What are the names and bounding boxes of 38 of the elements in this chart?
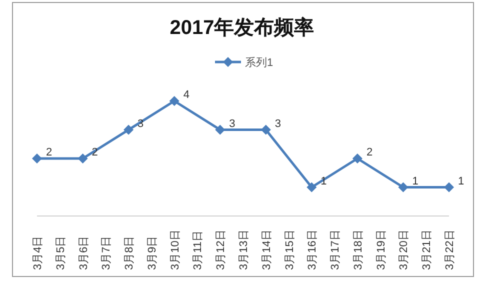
data-label: 1 [458,175,464,188]
data-label: 2 [46,146,52,158]
data-label: 4 [183,89,190,101]
x-tick-label: 3月21日 [421,230,434,270]
point [444,182,454,192]
legend-label: 系列1 [245,56,274,69]
point [260,124,271,135]
x-tick-label: 3月8日 [124,236,136,270]
x-tick-label: 3月22日 [444,230,456,270]
point [398,182,408,192]
x-tick-label: 3月4日 [32,236,44,270]
point [124,124,134,135]
x-tick-label: 3月15日 [284,230,296,270]
point [352,154,362,164]
x-tick-label: 3月18日 [352,230,364,270]
x-tick-label: 3月20日 [398,230,410,270]
x-tick-label: 3月17日 [330,230,342,270]
x-tick-label: 3月11日 [192,230,204,270]
data-label: 2 [366,146,373,158]
x-tick-label: 3月10日 [169,230,182,270]
data-label: 1 [412,175,418,188]
point [32,154,42,164]
x-tick-label: 3月7日 [100,236,113,270]
point [306,182,317,192]
point [215,124,226,135]
x-tick-label: 3月19日 [375,230,388,270]
x-tick-label: 3月12日 [215,230,228,270]
data-label: 3 [274,118,282,130]
data-label: 3 [229,118,236,130]
x-tick-label: 3月9日 [146,236,158,270]
x-tick-label: 3月6日 [78,236,90,270]
x-tick-label: 3月16日 [306,230,319,270]
point [169,96,180,106]
point [78,154,88,164]
x-tick-label: 3月13日 [238,230,250,270]
x-tick-label: 3月14日 [260,230,273,270]
x-tick-label: 3月5日 [54,236,67,270]
chart-title: 2017年发布频率 [170,16,314,39]
